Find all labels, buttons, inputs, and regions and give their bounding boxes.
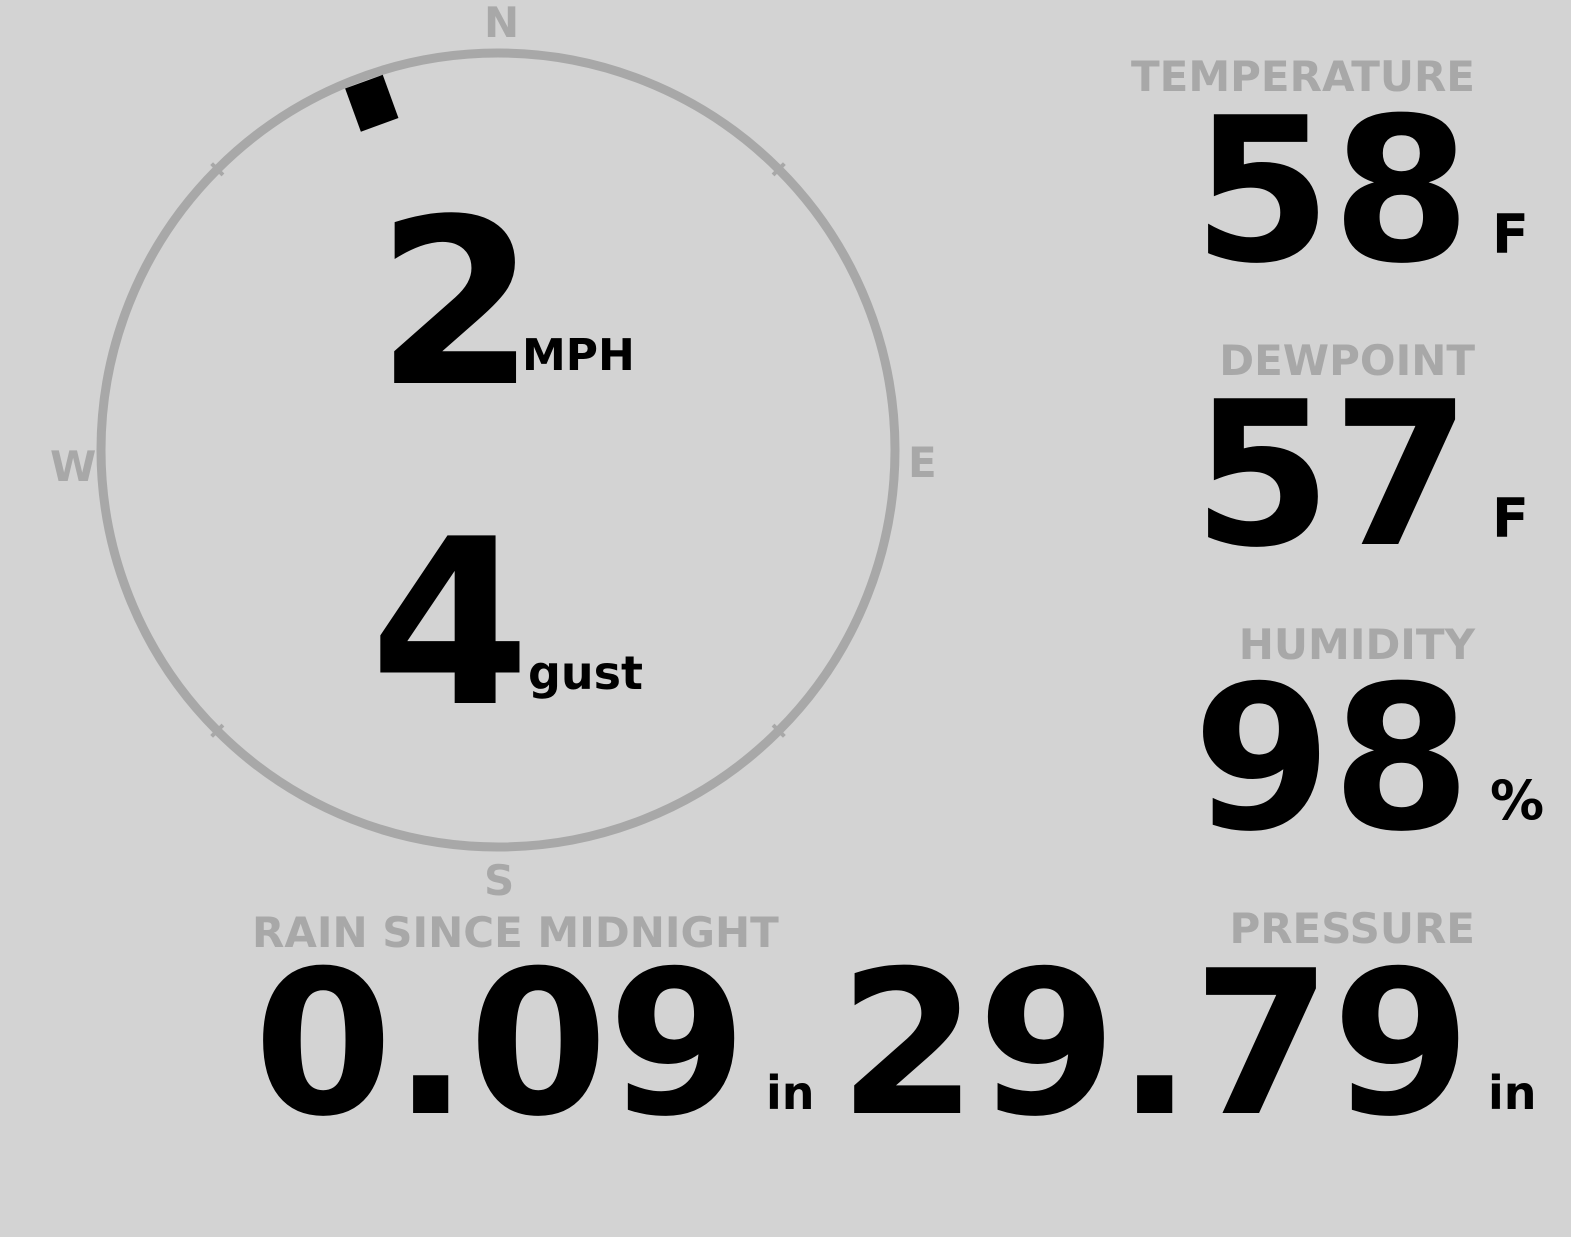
compass-west-label: W: [50, 442, 97, 491]
wind-speed-unit: MPH: [522, 330, 635, 381]
compass-tick: [771, 723, 786, 738]
humidity-unit: %: [1490, 769, 1545, 832]
temperature-label: TEMPERATURE: [1131, 52, 1475, 101]
wind-gust-label: gust: [528, 646, 644, 700]
humidity-label: HUMIDITY: [1238, 620, 1475, 669]
pressure-unit: in: [1488, 1066, 1537, 1120]
wind-direction-marker: [345, 74, 399, 132]
compass-tick: [210, 723, 225, 738]
temperature-unit: F: [1492, 203, 1529, 266]
compass-ticks: [210, 162, 786, 738]
compass-tick: [210, 162, 225, 177]
wind-gust-value: 4: [370, 491, 531, 758]
dewpoint-value: 57: [1192, 359, 1471, 592]
dewpoint-label: DEWPOINT: [1219, 336, 1475, 385]
humidity-value: 98: [1192, 643, 1471, 876]
pressure-label: PRESSURE: [1229, 904, 1475, 953]
compass-east-label: E: [908, 438, 937, 487]
rain-label: RAIN SINCE MIDNIGHT: [252, 908, 779, 957]
rain-value: 0.09: [253, 928, 747, 1161]
compass-south-label: S: [484, 856, 515, 905]
rain-unit: in: [766, 1066, 815, 1120]
dewpoint-unit: F: [1492, 487, 1529, 550]
compass-ring: [96, 48, 900, 852]
wind-speed-value: 2: [376, 171, 537, 438]
pressure-value: 29.79: [838, 928, 1471, 1161]
compass-tick: [771, 162, 786, 177]
compass-north-label: N: [484, 0, 520, 47]
temperature-value: 58: [1192, 75, 1471, 308]
